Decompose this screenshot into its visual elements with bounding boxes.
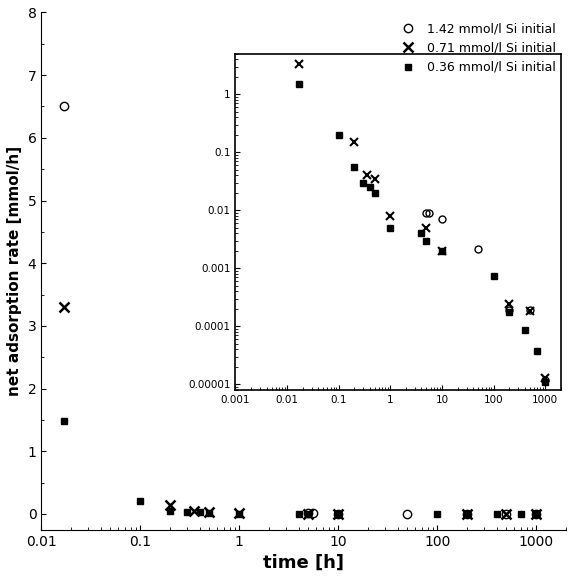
0.71 mmol/l Si initial <box>335 510 342 517</box>
0.36 mmol/l Si initial <box>464 511 470 518</box>
0.71 mmol/l Si initial <box>191 508 198 515</box>
1.42 mmol/l Si initial <box>305 510 312 517</box>
0.71 mmol/l Si initial <box>206 508 213 515</box>
0.36 mmol/l Si initial <box>236 510 243 517</box>
Line: 1.42 mmol/l Si initial: 1.42 mmol/l Si initial <box>60 102 540 518</box>
1.42 mmol/l Si initial <box>464 511 470 518</box>
0.36 mmol/l Si initial <box>533 511 540 518</box>
0.36 mmol/l Si initial <box>206 510 213 516</box>
1.42 mmol/l Si initial <box>309 510 316 517</box>
1.42 mmol/l Si initial <box>404 510 411 517</box>
1.42 mmol/l Si initial <box>533 511 540 518</box>
0.71 mmol/l Si initial <box>503 511 510 518</box>
0.36 mmol/l Si initial <box>305 510 312 517</box>
0.36 mmol/l Si initial <box>296 510 303 517</box>
0.36 mmol/l Si initial <box>167 507 174 514</box>
0.36 mmol/l Si initial <box>197 509 203 516</box>
1.42 mmol/l Si initial <box>503 511 510 518</box>
0.71 mmol/l Si initial <box>533 511 540 518</box>
Y-axis label: net adsorption rate [mmol/h]: net adsorption rate [mmol/h] <box>7 146 22 396</box>
0.71 mmol/l Si initial <box>236 510 243 517</box>
0.36 mmol/l Si initial <box>434 511 441 518</box>
0.36 mmol/l Si initial <box>184 508 191 515</box>
0.71 mmol/l Si initial <box>305 510 312 517</box>
Legend: 1.42 mmol/l Si initial, 0.71 mmol/l Si initial, 0.36 mmol/l Si initial: 1.42 mmol/l Si initial, 0.71 mmol/l Si i… <box>392 19 560 78</box>
0.71 mmol/l Si initial <box>167 501 174 508</box>
0.36 mmol/l Si initial <box>517 511 524 518</box>
0.71 mmol/l Si initial <box>61 303 68 310</box>
0.36 mmol/l Si initial <box>335 510 342 517</box>
0.36 mmol/l Si initial <box>61 417 68 424</box>
Line: 0.36 mmol/l Si initial: 0.36 mmol/l Si initial <box>61 417 540 518</box>
1.42 mmol/l Si initial <box>335 510 342 517</box>
0.71 mmol/l Si initial <box>464 511 470 518</box>
1.42 mmol/l Si initial <box>61 103 68 110</box>
Line: 0.71 mmol/l Si initial: 0.71 mmol/l Si initial <box>59 302 541 519</box>
0.36 mmol/l Si initial <box>493 511 500 518</box>
0.36 mmol/l Si initial <box>137 498 144 505</box>
X-axis label: time [h]: time [h] <box>263 554 344 572</box>
